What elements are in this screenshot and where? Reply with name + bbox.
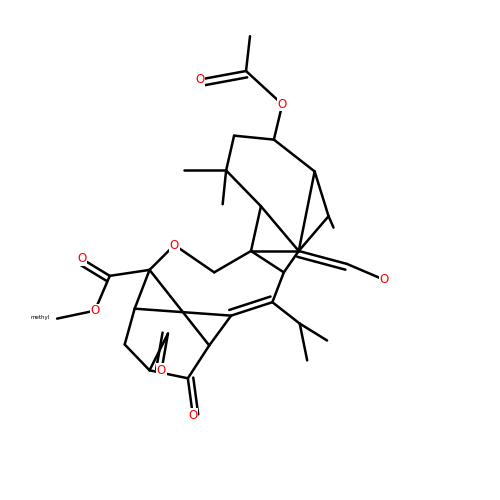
Text: methyl: methyl [30, 314, 50, 320]
Text: O: O [380, 274, 389, 286]
Text: O: O [278, 98, 287, 111]
Text: O: O [157, 364, 166, 377]
Text: O: O [196, 73, 205, 86]
Text: O: O [188, 408, 198, 422]
Text: O: O [78, 252, 86, 266]
Text: O: O [90, 304, 100, 317]
Text: O: O [170, 238, 179, 252]
